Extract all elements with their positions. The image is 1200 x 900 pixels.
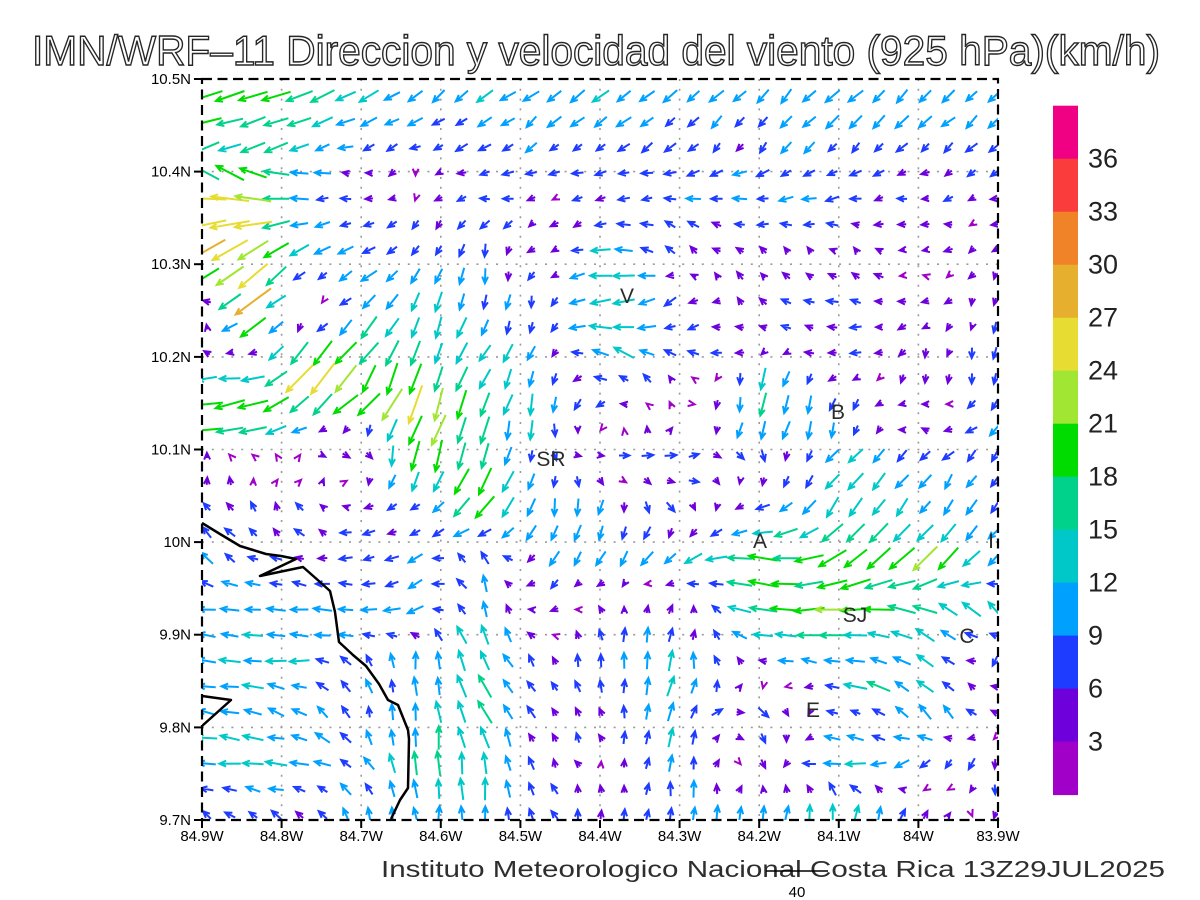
svg-text:84.9W: 84.9W bbox=[180, 828, 224, 845]
svg-text:18: 18 bbox=[1088, 462, 1118, 492]
svg-text:15: 15 bbox=[1088, 515, 1118, 545]
svg-text:Instituto Meteorologico Nacion: Instituto Meteorologico Nacional Costa R… bbox=[381, 856, 1165, 882]
svg-text:33: 33 bbox=[1088, 197, 1118, 227]
svg-text:27: 27 bbox=[1088, 303, 1118, 333]
svg-text:E: E bbox=[806, 699, 820, 722]
svg-text:I: I bbox=[988, 530, 994, 553]
svg-text:SR: SR bbox=[536, 448, 565, 471]
svg-text:C: C bbox=[959, 625, 974, 648]
svg-text:84W: 84W bbox=[903, 828, 935, 845]
svg-text:30: 30 bbox=[1088, 250, 1118, 280]
svg-text:10.4N: 10.4N bbox=[151, 164, 191, 181]
svg-text:10.1N: 10.1N bbox=[151, 442, 191, 459]
svg-text:B: B bbox=[831, 401, 845, 424]
svg-text:9.9N: 9.9N bbox=[159, 627, 191, 644]
svg-text:9.8N: 9.8N bbox=[159, 719, 191, 736]
svg-text:IMN/WRF–11 Direccion y velocid: IMN/WRF–11 Direccion y velocidad del vie… bbox=[32, 27, 1160, 74]
svg-text:84.2W: 84.2W bbox=[738, 828, 782, 845]
svg-text:SJ: SJ bbox=[843, 604, 868, 627]
svg-text:9: 9 bbox=[1088, 621, 1103, 651]
svg-text:10.3N: 10.3N bbox=[151, 256, 191, 273]
svg-text:A: A bbox=[753, 530, 767, 553]
svg-text:84.4W: 84.4W bbox=[578, 828, 622, 845]
svg-text:12: 12 bbox=[1088, 568, 1118, 598]
svg-text:24: 24 bbox=[1088, 356, 1118, 386]
svg-text:6: 6 bbox=[1088, 674, 1103, 704]
svg-text:10.2N: 10.2N bbox=[151, 349, 191, 366]
svg-text:83.9W: 83.9W bbox=[976, 828, 1020, 845]
svg-text:84.1W: 84.1W bbox=[817, 828, 861, 845]
svg-text:36: 36 bbox=[1088, 144, 1118, 174]
svg-text:40: 40 bbox=[789, 884, 806, 900]
svg-text:84.6W: 84.6W bbox=[419, 828, 463, 845]
svg-text:9.7N: 9.7N bbox=[159, 812, 191, 829]
svg-text:10N: 10N bbox=[163, 534, 191, 551]
svg-text:21: 21 bbox=[1088, 409, 1118, 439]
svg-text:3: 3 bbox=[1088, 727, 1103, 757]
svg-text:V: V bbox=[620, 285, 634, 308]
svg-text:84.8W: 84.8W bbox=[260, 828, 304, 845]
svg-text:84.7W: 84.7W bbox=[340, 828, 384, 845]
svg-text:84.5W: 84.5W bbox=[499, 828, 543, 845]
svg-text:84.3W: 84.3W bbox=[658, 828, 702, 845]
svg-text:10.5N: 10.5N bbox=[151, 71, 191, 88]
